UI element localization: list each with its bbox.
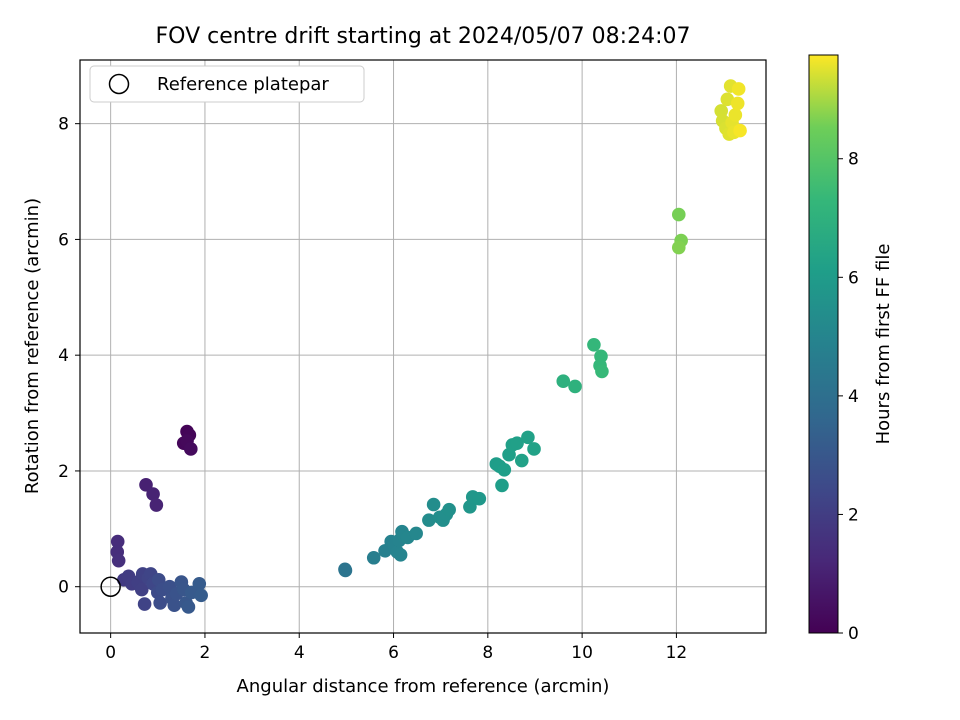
data-point: [181, 600, 196, 614]
x-tick-label: 12: [666, 643, 688, 663]
legend-entry-reference: Reference platepar: [157, 74, 329, 95]
data-point: [671, 207, 686, 222]
data-point: [192, 577, 207, 591]
data-point: [728, 108, 743, 122]
colorbar-tick-label: 2: [848, 505, 859, 525]
x-tick-label: 10: [571, 643, 593, 663]
x-tick-label: 8: [482, 643, 493, 663]
y-tick-label: 2: [58, 462, 69, 482]
data-point: [146, 487, 160, 501]
y-tick-label: 6: [58, 230, 69, 250]
data-point: [720, 92, 735, 107]
data-point: [111, 553, 126, 568]
data-point: [194, 588, 208, 603]
data-point: [149, 498, 164, 512]
data-point: [393, 548, 408, 562]
data-point: [153, 596, 167, 610]
reference-marker-group: [100, 576, 121, 597]
data-point: [510, 436, 524, 450]
colorbar: 0 2 4 6 8 Hours from first FF file: [808, 54, 894, 644]
data-point: [409, 526, 423, 541]
data-point: [495, 478, 509, 493]
y-axis-label: Rotation from reference (arcmin): [22, 198, 43, 494]
y-tick-label: 4: [58, 346, 69, 366]
data-point: [338, 562, 352, 577]
data-point: [366, 550, 381, 565]
data-point: [472, 491, 487, 506]
data-point: [733, 123, 747, 138]
data-point: [556, 374, 571, 389]
data-point: [137, 597, 152, 611]
plot-frame: [79, 59, 767, 634]
data-point: [422, 513, 436, 527]
data-point: [110, 534, 125, 549]
colorbar-tick-label: 0: [848, 624, 859, 644]
legend-marker-icon: [108, 73, 130, 95]
data-points: [110, 79, 747, 614]
colorbar-tick-label: 8: [848, 150, 859, 170]
x-tick-label: 4: [294, 643, 305, 663]
x-tick-label: 2: [200, 643, 211, 663]
colorbar-ticks: 0 2 4 6 8: [838, 150, 859, 644]
legend-box: [89, 65, 365, 103]
reference-marker: [100, 576, 121, 597]
data-point: [139, 478, 153, 492]
chart-title: FOV centre drift starting at 2024/05/07 …: [156, 24, 691, 49]
x-axis-ticks: 0 2 4 6 8 10 12: [105, 633, 687, 663]
colorbar-tick-label: 4: [848, 387, 859, 407]
x-axis-label: Angular distance from reference (arcmin): [237, 676, 610, 697]
legend: Reference platepar: [89, 65, 365, 103]
x-tick-label: 6: [388, 643, 399, 663]
data-point: [426, 497, 441, 512]
data-point: [671, 240, 686, 255]
data-point: [730, 96, 745, 111]
grid-lines: [80, 60, 766, 633]
data-point: [587, 337, 601, 352]
data-point: [568, 379, 582, 394]
colorbar-tick-label: 6: [848, 268, 859, 288]
data-point: [442, 502, 456, 517]
data-point: [731, 82, 746, 96]
y-tick-label: 8: [58, 115, 69, 135]
data-point: [167, 598, 182, 613]
colorbar-label: Hours from first FF file: [873, 244, 894, 445]
data-point: [521, 430, 535, 445]
data-point: [527, 442, 541, 456]
colorbar-gradient: [808, 54, 839, 634]
data-point: [134, 582, 149, 597]
x-tick-label: 0: [105, 643, 116, 663]
data-point: [595, 364, 609, 379]
y-tick-label: 0: [58, 578, 69, 598]
data-point: [514, 453, 529, 468]
data-point: [497, 462, 512, 477]
y-axis-ticks: 0 2 4 6 8: [58, 115, 80, 598]
data-point: [183, 442, 198, 456]
